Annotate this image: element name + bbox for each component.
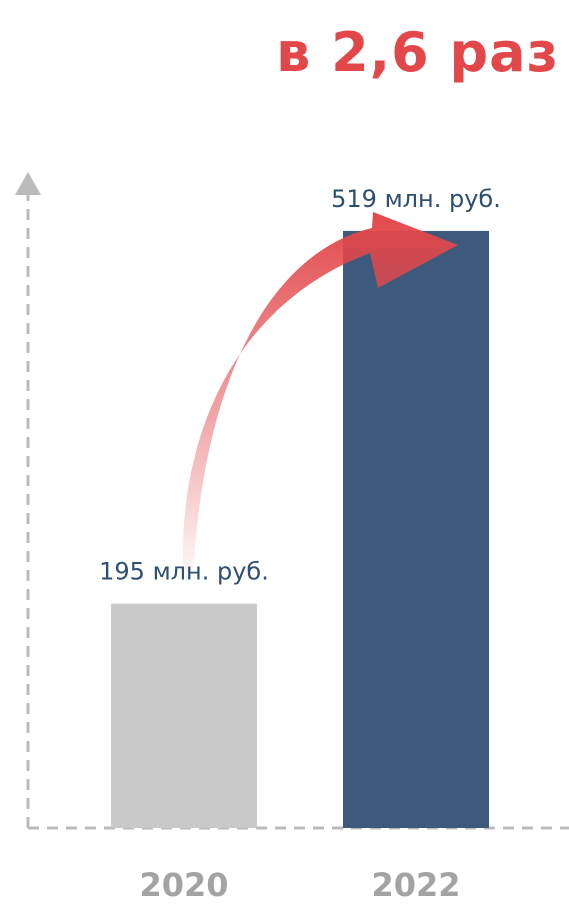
data-label-2022: 519 млн. руб. [331,185,501,213]
bar-2022 [343,230,489,828]
y-axis-arrowhead [15,172,41,195]
data-labels: 195 млн. руб. 519 млн. руб. [99,185,501,586]
x-tick-2020: 2020 [139,866,228,904]
data-label-2020: 195 млн. руб. [99,558,269,586]
x-tick-labels: 2020 2022 [139,866,460,904]
bar-2020 [111,603,257,828]
axes [15,172,569,830]
growth-arrow [182,212,458,575]
x-tick-2022: 2022 [371,866,460,904]
bars [111,230,489,828]
growth-arrow-shape [182,212,458,575]
chart-title: в 2,6 раз [276,21,559,84]
